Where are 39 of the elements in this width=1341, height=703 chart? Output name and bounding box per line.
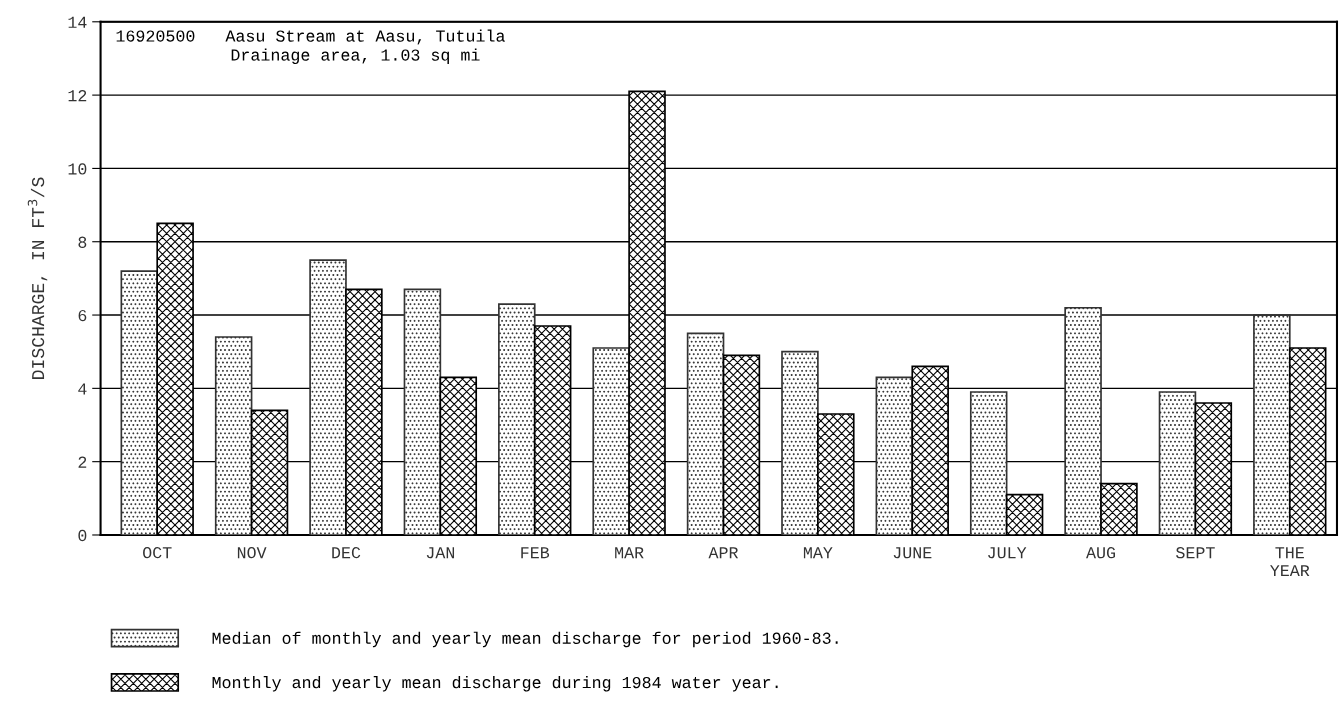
- x-tick-label: MAR: [615, 547, 644, 559]
- bar: [1253, 314, 1291, 535]
- x-tick-label: NOV: [237, 547, 267, 559]
- bar: [120, 270, 159, 535]
- x-tick-label: OCT: [143, 547, 172, 559]
- x-tick-label: SEPT: [1176, 547, 1215, 559]
- bar: [498, 303, 536, 535]
- x-tick-label: MAY: [803, 547, 833, 559]
- x-tick-label: AUG: [1086, 547, 1115, 559]
- bar: [686, 332, 725, 535]
- legend-label: Monthly and yearly mean discharge during 1984 water year.: [212, 675, 778, 692]
- bar: [875, 376, 914, 535]
- bar: [592, 347, 630, 535]
- x-tick-label: APR: [708, 547, 739, 559]
- chart-title: 16920500 Aasu Stream at Aasu, Tutuila: [116, 29, 505, 45]
- y-tick-label: 0: [78, 529, 87, 542]
- bar: [1064, 306, 1102, 535]
- bar: [309, 259, 347, 535]
- legend-label: Median of monthly and yearly mean discharge for period 1960-83.: [212, 631, 838, 648]
- x-tick-label: FEB: [521, 547, 550, 559]
- y-tick-label: 8: [78, 236, 87, 248]
- x-tick-label: JULY: [988, 547, 1027, 559]
- bar: [1158, 391, 1197, 535]
- text: Drainage area, 1.03 sq mi: [231, 48, 480, 65]
- bar: [781, 350, 819, 535]
- y-tick-label: 2: [78, 456, 87, 468]
- bar: [969, 391, 1008, 535]
- x-tick-label: JUNE: [893, 547, 932, 559]
- x-tick-label: THE YEAR: [1270, 547, 1310, 577]
- y-tick-label: 10: [68, 163, 87, 175]
- y-tick-label: 4: [78, 383, 87, 395]
- bar: [403, 288, 442, 535]
- y-axis-title: DISCHARGE, IN FT$^{3}$/S: [27, 177, 48, 379]
- bar: [214, 336, 253, 535]
- y-tick-label: 12: [68, 90, 87, 102]
- y-tick-label: 14: [68, 16, 87, 28]
- y-tick-label: 6: [78, 309, 87, 322]
- x-tick-label: DEC: [332, 547, 361, 559]
- x-tick-label: JAN: [426, 547, 455, 559]
